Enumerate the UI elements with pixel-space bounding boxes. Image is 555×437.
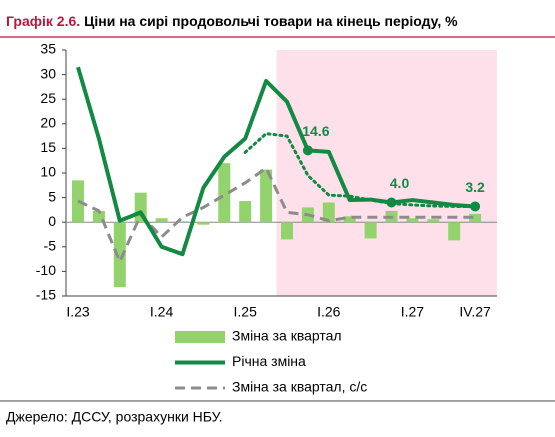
y-tick-label: 35 [40,41,56,57]
y-tick-label: 5 [48,188,56,204]
legend-label: Зміна за квартал, с/с [232,379,367,395]
bar [218,163,231,223]
y-tick-label: 10 [40,164,56,180]
bar [343,216,356,223]
source: Джерело: ДССУ, розрахунки НБУ. [6,409,223,425]
bar [448,222,461,241]
bar [406,218,419,223]
dotted-series [243,132,477,208]
x-tick-label: I.25 [234,304,258,320]
bar [260,169,273,223]
x-tick-label: I.23 [66,304,90,320]
bar [322,202,335,223]
line-series [76,66,476,257]
y-tick-label: 20 [40,115,56,131]
data-label: 4.0 [390,175,410,191]
y-tick-label: 30 [40,65,56,81]
bar [155,218,168,223]
point-marker [470,201,481,212]
bar [239,201,252,223]
y-tick-label: 0 [48,213,56,229]
legend-label: Річна зміна [232,353,306,369]
y-tick-label: 15 [40,139,56,155]
bar [427,219,440,223]
bar [113,222,126,288]
y-tick-label: 25 [40,90,56,106]
bar [176,221,189,223]
data-label: 3.2 [465,179,485,195]
forecast-shade [276,50,497,296]
chart-title: Графік 2.6. Ціни на сирі продовольчі това… [6,13,458,29]
bar [92,210,105,223]
title-label: Графік 2.6. [6,13,80,29]
title-text: Ціни на сирі продовольчі товари на кінец… [84,13,458,29]
legend-label: Зміна за квартал [232,328,342,344]
x-tick-label: IV.27 [459,304,491,320]
x-tick-label: I.27 [401,304,425,320]
y-tick-label: -5 [44,238,57,254]
bar [281,222,293,240]
x-tick-label: I.24 [150,304,174,320]
bar [197,222,210,225]
y-tick-label: -10 [36,262,56,278]
bar [469,213,482,223]
y-tick-label: -15 [36,287,56,303]
data-label: 14.6 [302,123,329,139]
bar [364,222,377,239]
x-tick-label: I.26 [317,304,341,320]
legend-swatch [175,331,225,343]
point-marker [386,197,397,208]
point-marker [302,145,313,156]
